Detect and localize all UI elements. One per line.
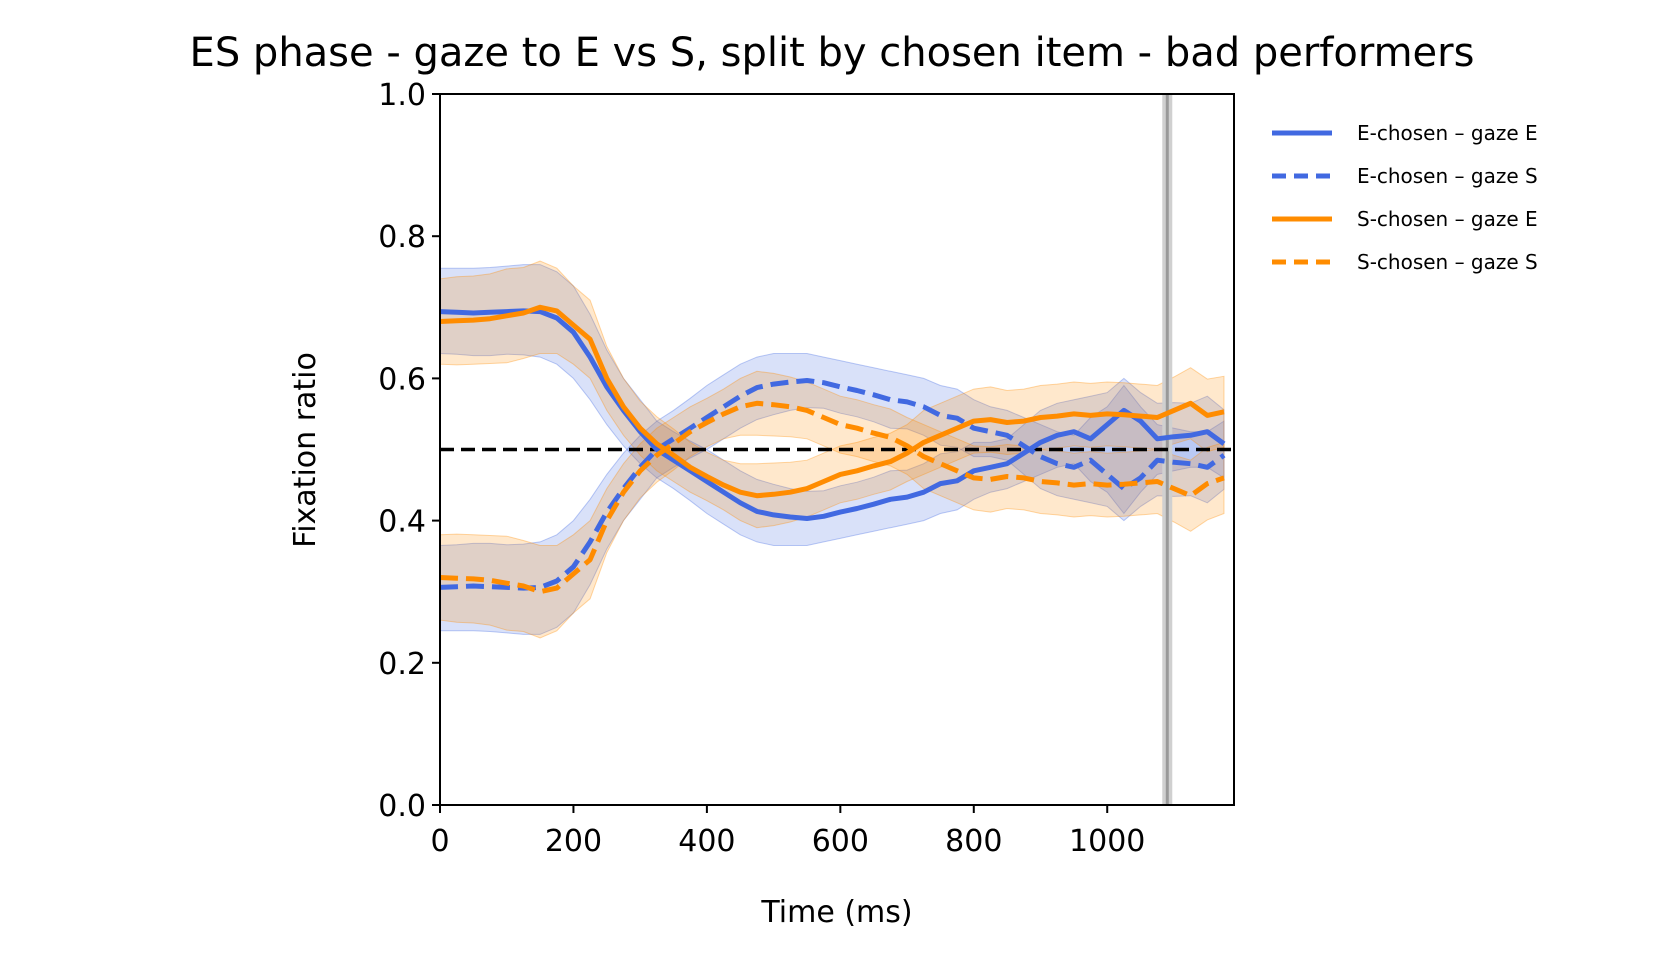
series-line-3	[439, 400, 1225, 595]
plot-frame	[439, 93, 1235, 806]
y-tick-label: 0.4	[378, 505, 426, 540]
legend-label: S-chosen – gaze S	[1357, 250, 1538, 274]
plot-area	[439, 93, 1235, 806]
series-line-2	[439, 304, 1225, 499]
y-tick-label: 0.8	[378, 220, 426, 255]
x-axis-label: Time (ms)	[760, 895, 912, 930]
series-line-1	[439, 378, 1226, 591]
x-tick-label: 400	[678, 824, 735, 859]
y-tick-label: 1.0	[378, 78, 426, 113]
x-axis: 0 200 400 600 800 1000	[430, 805, 1145, 859]
band-1	[439, 353, 1225, 635]
band-3	[439, 370, 1225, 639]
y-tick-label: 0.6	[378, 362, 426, 397]
chart-title: ES phase - gaze to E vs S, split by chos…	[190, 30, 1475, 76]
legend-label: E-chosen – gaze S	[1357, 164, 1538, 188]
confidence-bands	[439, 260, 1225, 639]
legend: E-chosen – gaze E E-chosen – gaze S S-chos…	[1272, 121, 1538, 274]
x-tick-label: 800	[945, 824, 1002, 859]
legend-label: E-chosen – gaze E	[1357, 121, 1538, 145]
x-tick-label: 0	[430, 824, 449, 859]
y-axis: 0.0 0.2 0.4 0.6 0.8 1.0	[378, 78, 440, 824]
band-2	[439, 260, 1225, 529]
legend-label: S-chosen – gaze E	[1357, 207, 1538, 231]
series-line-0	[439, 308, 1226, 521]
x-tick-label: 200	[545, 824, 602, 859]
x-tick-label: 1000	[1069, 824, 1145, 859]
x-tick-label: 600	[812, 824, 869, 859]
y-tick-label: 0.2	[378, 647, 426, 682]
y-tick-label: 0.0	[378, 789, 426, 824]
y-axis-label: Fixation ratio	[288, 352, 323, 548]
series-lines	[439, 304, 1226, 595]
